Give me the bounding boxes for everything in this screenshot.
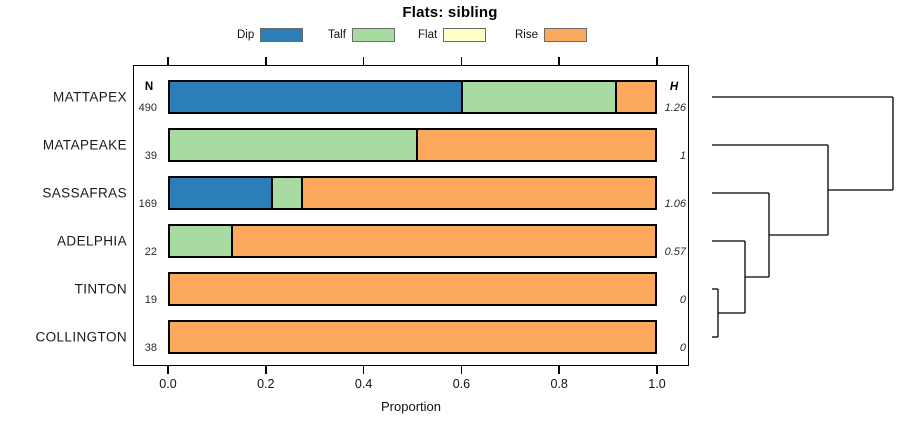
x-axis-tick-bottom bbox=[167, 366, 169, 374]
bar-segment-rise bbox=[300, 176, 657, 210]
bar-segment-talf bbox=[168, 128, 418, 162]
x-axis-tick-label: 0.8 bbox=[550, 377, 568, 391]
n-value: 38 bbox=[144, 342, 157, 354]
x-axis-tick-top bbox=[167, 57, 169, 65]
row-label-collington: COLLINGTON bbox=[35, 329, 127, 345]
n-column-header: N bbox=[144, 81, 154, 93]
legend-label: Flat bbox=[418, 28, 438, 41]
h-column-header: H bbox=[669, 81, 679, 93]
x-axis-tick-top bbox=[362, 57, 365, 65]
legend-swatch-flat bbox=[443, 27, 487, 42]
legend-label: Rise bbox=[515, 28, 539, 41]
legend-swatch-rise bbox=[544, 27, 588, 42]
legend-item-dip: Dip bbox=[237, 26, 304, 43]
n-value: 169 bbox=[138, 198, 157, 210]
plot-area bbox=[133, 65, 689, 366]
x-axis-tick-bottom bbox=[362, 366, 365, 374]
legend-label: Dip bbox=[237, 28, 255, 41]
bar-segment-dip bbox=[168, 176, 274, 210]
bar-segment-rise bbox=[168, 272, 657, 306]
bar-segment-rise bbox=[231, 224, 657, 258]
bar-segment-dip bbox=[168, 80, 463, 114]
bar-row-mattapex bbox=[168, 80, 657, 114]
x-axis-label: Proportion bbox=[381, 399, 441, 414]
n-value: 490 bbox=[138, 102, 157, 114]
x-axis-tick-bottom bbox=[460, 366, 463, 374]
x-axis-tick-top bbox=[460, 57, 463, 65]
h-value: 0 bbox=[679, 342, 686, 354]
bar-row-sassafras bbox=[168, 176, 657, 210]
x-axis-tick-label: 0.6 bbox=[452, 377, 471, 391]
legend-item-talf: Talf bbox=[328, 26, 395, 43]
h-value: 0 bbox=[679, 294, 686, 306]
n-value: 22 bbox=[144, 246, 157, 258]
row-label-matapeake: MATAPEAKE bbox=[42, 137, 127, 153]
x-axis-tick-top bbox=[656, 57, 658, 65]
bar-segment-rise bbox=[415, 128, 657, 162]
legend-swatch-talf bbox=[351, 27, 395, 42]
row-label-tinton: TINTON bbox=[74, 281, 127, 297]
x-axis-tick-bottom bbox=[558, 366, 560, 374]
bar-row-adelphia bbox=[168, 224, 657, 258]
h-value: 0.57 bbox=[664, 246, 686, 258]
x-axis-tick-label: 0.4 bbox=[354, 377, 373, 391]
n-value: 39 bbox=[144, 150, 157, 162]
bar-segment-talf bbox=[168, 224, 234, 258]
row-label-mattapex: MATTAPEX bbox=[53, 89, 127, 105]
x-axis-tick-label: 1.0 bbox=[648, 377, 666, 391]
legend-item-flat: Flat bbox=[418, 26, 487, 43]
chart-title: Flats: sibling bbox=[402, 4, 498, 21]
bar-row-tinton bbox=[168, 272, 657, 306]
x-axis-tick-label: 0.0 bbox=[159, 377, 177, 391]
legend-item-rise: Rise bbox=[515, 26, 588, 43]
legend-swatch-dip bbox=[260, 27, 304, 42]
h-value: 1 bbox=[679, 150, 686, 162]
n-value: 19 bbox=[144, 294, 157, 306]
row-label-adelphia: ADELPHIA bbox=[57, 233, 127, 249]
row-label-sassafras: SASSAFRAS bbox=[42, 185, 127, 201]
x-axis-tick-top bbox=[265, 57, 267, 65]
h-value: 1.26 bbox=[664, 102, 686, 114]
h-value: 1.06 bbox=[664, 198, 686, 210]
x-axis-tick-label: 0.2 bbox=[257, 377, 275, 391]
x-axis-tick-bottom bbox=[656, 366, 658, 374]
x-axis-tick-top bbox=[558, 57, 560, 65]
bar-segment-rise bbox=[168, 320, 657, 354]
x-axis-tick-bottom bbox=[265, 366, 267, 374]
legend-label: Talf bbox=[328, 28, 346, 41]
bar-row-matapeake bbox=[168, 128, 657, 162]
bar-segment-talf bbox=[460, 80, 617, 114]
bar-row-collington bbox=[168, 320, 657, 354]
bar-segment-rise bbox=[614, 80, 657, 114]
